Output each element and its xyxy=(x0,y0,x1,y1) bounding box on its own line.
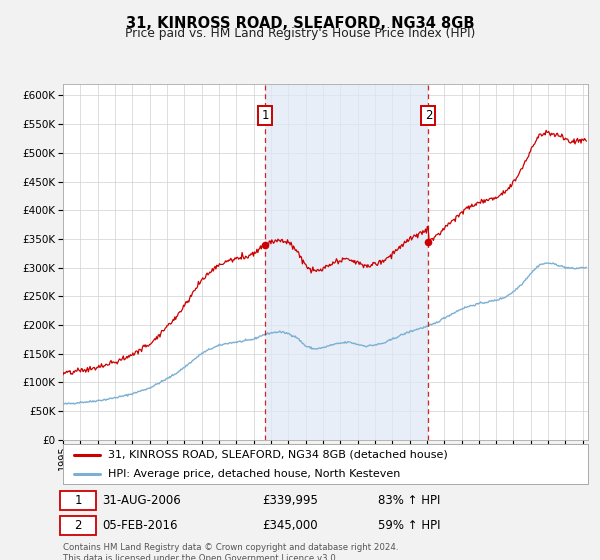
Text: Contains HM Land Registry data © Crown copyright and database right 2024.
This d: Contains HM Land Registry data © Crown c… xyxy=(63,543,398,560)
FancyBboxPatch shape xyxy=(61,491,96,510)
Text: £345,000: £345,000 xyxy=(263,519,318,531)
Text: Price paid vs. HM Land Registry's House Price Index (HPI): Price paid vs. HM Land Registry's House … xyxy=(125,27,475,40)
Text: 31, KINROSS ROAD, SLEAFORD, NG34 8GB (detached house): 31, KINROSS ROAD, SLEAFORD, NG34 8GB (de… xyxy=(107,450,448,460)
Text: 1: 1 xyxy=(74,494,82,507)
Text: 2: 2 xyxy=(425,109,432,122)
Text: HPI: Average price, detached house, North Kesteven: HPI: Average price, detached house, Nort… xyxy=(107,469,400,478)
Text: 05-FEB-2016: 05-FEB-2016 xyxy=(103,519,178,531)
Text: 1: 1 xyxy=(262,109,269,122)
FancyBboxPatch shape xyxy=(61,516,96,535)
Text: £339,995: £339,995 xyxy=(263,494,319,507)
Text: 2: 2 xyxy=(74,519,82,531)
Text: 83% ↑ HPI: 83% ↑ HPI xyxy=(378,494,440,507)
Text: 31-AUG-2006: 31-AUG-2006 xyxy=(103,494,181,507)
Bar xyxy=(265,84,428,440)
Text: 59% ↑ HPI: 59% ↑ HPI xyxy=(378,519,440,531)
Text: 31, KINROSS ROAD, SLEAFORD, NG34 8GB: 31, KINROSS ROAD, SLEAFORD, NG34 8GB xyxy=(126,16,474,31)
